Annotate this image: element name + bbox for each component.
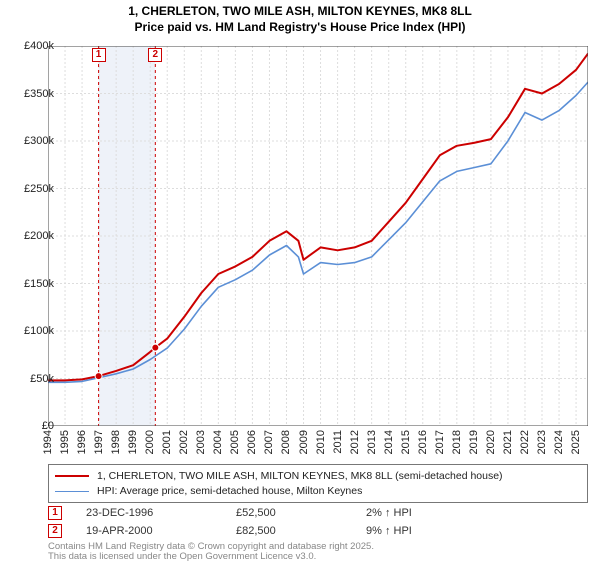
x-tick-label: 2001 [161,430,173,454]
legend-box: 1, CHERLETON, TWO MILE ASH, MILTON KEYNE… [48,464,588,503]
sale-marker: 2 [48,524,62,538]
sale-date: 19-APR-2000 [86,525,236,537]
sale-row: 1 23-DEC-1996£52,5002% ↑ HPI [48,504,588,522]
y-tick-label: £400k [24,40,54,52]
x-tick-label: 2008 [280,430,292,454]
legend-label: HPI: Average price, semi-detached house,… [97,484,362,499]
x-tick-label: 2009 [298,430,310,454]
x-tick-label: 2004 [212,430,224,454]
x-tick-label: 2002 [178,430,190,454]
x-tick-label: 2023 [536,430,548,454]
x-tick-label: 2007 [263,430,275,454]
x-tick-label: 2006 [246,430,258,454]
title-line-2: Price paid vs. HM Land Registry's House … [0,20,600,36]
x-tick-label: 1998 [110,430,122,454]
x-tick-label: 1997 [93,430,105,454]
y-tick-label: £200k [24,230,54,242]
sale-price: £52,500 [236,507,366,519]
x-tick-label: 2025 [570,430,582,454]
x-tick-label: 2015 [400,430,412,454]
x-tick-label: 2019 [468,430,480,454]
x-tick-label: 2003 [195,430,207,454]
sale-marker: 1 [48,506,62,520]
legend-item: 1, CHERLETON, TWO MILE ASH, MILTON KEYNE… [55,469,581,484]
x-tick-label: 2017 [434,430,446,454]
x-tick-label: 1995 [59,430,71,454]
x-tick-label: 1999 [127,430,139,454]
x-tick-label: 2010 [315,430,327,454]
x-tick-label: 2021 [502,430,514,454]
chart-title: 1, CHERLETON, TWO MILE ASH, MILTON KEYNE… [0,0,600,35]
chart-marker-1: 1 [92,48,106,62]
chart-svg [48,46,588,426]
chart-marker-2: 2 [148,48,162,62]
legend-swatch [55,475,89,477]
title-line-1: 1, CHERLETON, TWO MILE ASH, MILTON KEYNE… [0,4,600,20]
y-tick-label: £150k [24,278,54,290]
x-tick-label: 2018 [451,430,463,454]
x-tick-label: 2022 [519,430,531,454]
legend-label: 1, CHERLETON, TWO MILE ASH, MILTON KEYNE… [97,469,503,484]
sale-date: 23-DEC-1996 [86,507,236,519]
sale-pct: 9% ↑ HPI [366,525,466,537]
footer-attribution: Contains HM Land Registry data © Crown c… [48,542,588,561]
x-tick-label: 1996 [76,430,88,454]
y-tick-label: £250k [24,183,54,195]
chart-plot-area: 12 [48,46,588,426]
y-tick-label: £300k [24,135,54,147]
x-tick-label: 2020 [485,430,497,454]
sales-table: 1 23-DEC-1996£52,5002% ↑ HPI 2 19-APR-2000£… [48,504,588,540]
y-tick-label: £50k [30,373,54,385]
legend-item: HPI: Average price, semi-detached house,… [55,484,581,499]
x-tick-label: 2014 [383,430,395,454]
y-tick-label: £100k [24,325,54,337]
x-tick-label: 2024 [553,430,565,454]
x-tick-label: 2016 [417,430,429,454]
y-tick-label: £350k [24,88,54,100]
legend-swatch [55,491,89,492]
x-tick-label: 2013 [366,430,378,454]
sale-row: 2 19-APR-2000£82,5009% ↑ HPI [48,522,588,540]
sale-pct: 2% ↑ HPI [366,507,466,519]
sale-price: £82,500 [236,525,366,537]
x-tick-label: 2011 [332,430,344,454]
x-tick-label: 2005 [229,430,241,454]
x-tick-label: 2012 [349,430,361,454]
x-tick-label: 2000 [144,430,156,454]
x-tick-label: 1994 [42,430,54,454]
